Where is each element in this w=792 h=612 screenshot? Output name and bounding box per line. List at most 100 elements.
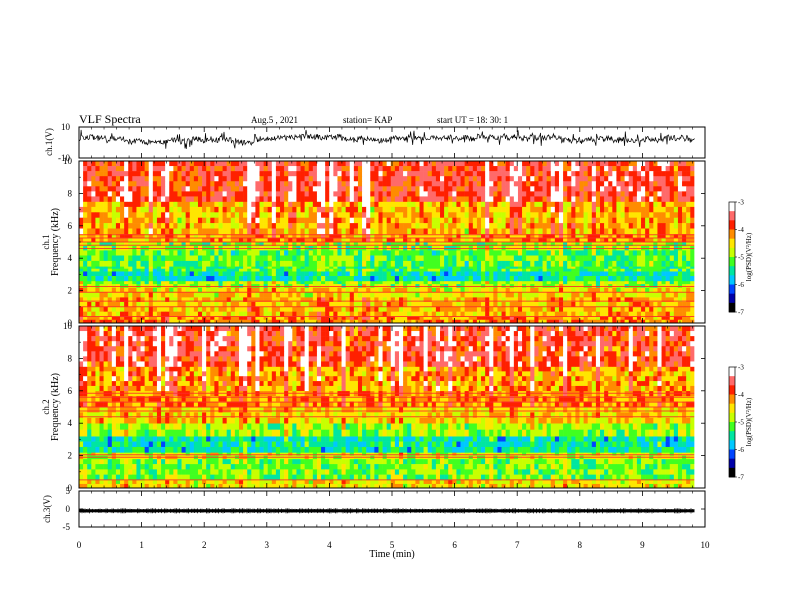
spectrogram-cell [316, 166, 322, 172]
spectrogram-cell [530, 292, 535, 298]
spectrogram-cell [407, 301, 412, 308]
spectrogram-cell [214, 212, 219, 218]
spectrogram-cell [517, 301, 523, 308]
spectrogram-cell [300, 237, 305, 243]
spectrogram-cell [571, 161, 576, 167]
spectrogram-cell [448, 212, 453, 218]
spectrogram-cell [448, 237, 453, 243]
spectrogram-cell [362, 301, 367, 308]
spectrogram-cell [530, 266, 535, 270]
spectrogram-cell [140, 268, 145, 272]
spectrogram-cell [238, 176, 244, 182]
spectrogram-cell [489, 250, 494, 256]
spectrogram-cell [120, 250, 125, 256]
spectrogram-cell [370, 212, 375, 218]
spectrogram-cell [427, 206, 433, 213]
spectrogram-cell [394, 260, 400, 267]
spectrogram-cell [124, 268, 129, 272]
spectrogram-cell [292, 301, 297, 308]
spectrogram-cell [636, 212, 642, 218]
spectrogram-cell [595, 201, 601, 208]
spectrogram-cell [349, 297, 355, 303]
spectrogram-cell [341, 217, 346, 224]
spectrogram-cell [333, 306, 338, 312]
spectrogram-cell [148, 233, 154, 239]
spectrogram-cell [312, 276, 318, 282]
spectrogram-cell [214, 237, 219, 243]
spectrogram-cell [481, 201, 486, 208]
spectrogram-cell [263, 297, 269, 303]
spectrogram-cell [661, 186, 666, 192]
spectrogram-cell [661, 319, 666, 324]
spectrogram-cell [267, 181, 273, 187]
spectrogram-cell [517, 186, 523, 192]
spectrogram-cell [620, 181, 625, 187]
spectrogram-cell [542, 311, 547, 317]
spectrogram-cell [247, 217, 252, 224]
spectrogram-cell [218, 268, 223, 272]
spectrogram-cell [300, 260, 305, 267]
spectrogram-cell [673, 181, 679, 187]
spectrogram-cell [431, 255, 437, 262]
spectrogram-cell [185, 223, 191, 229]
spectrogram-cell [259, 306, 264, 312]
spectrogram-cell [554, 171, 560, 177]
spectrogram-cell [107, 271, 113, 277]
spectrogram-cell [440, 212, 445, 218]
spectrogram-cell [554, 212, 560, 218]
spectrogram-cell [468, 255, 474, 262]
spectrogram-cell [493, 316, 498, 321]
spectrogram-cell [398, 186, 404, 192]
spectrogram-cell [271, 306, 277, 312]
spectrogram-cell [321, 276, 326, 282]
spectrogram-cell [329, 292, 334, 298]
spectrogram-cell [140, 266, 145, 270]
spectrogram-cell [333, 319, 338, 324]
spectrogram-cell [481, 255, 486, 262]
spectrogram-cell [197, 250, 203, 256]
spectrogram-cell [362, 255, 367, 262]
spectrogram-cell [526, 280, 531, 285]
spectrogram-cell [558, 292, 564, 298]
spectrogram-cell [546, 212, 552, 218]
spectrogram-cell [534, 268, 539, 272]
spectrogram-cell [83, 223, 88, 229]
spectrogram-cell [386, 306, 392, 312]
spectrogram-cell [419, 255, 424, 262]
spectrogram-cell [304, 297, 310, 303]
spectrogram-cell [267, 186, 273, 192]
spectrogram-cell [304, 186, 310, 192]
spectrogram-cell [632, 217, 638, 224]
spectrogram-cell [165, 166, 170, 172]
spectrogram-cell [542, 237, 547, 243]
spectrogram-cell [341, 316, 346, 321]
spectrogram-cell [128, 212, 133, 218]
spectrogram-cell [489, 268, 494, 272]
spectrogram-cell [288, 161, 293, 167]
spectrogram-cell [427, 237, 433, 243]
spectrogram-cell [238, 212, 244, 218]
spectrogram-cell [267, 316, 273, 321]
spectrogram-cell [587, 186, 593, 192]
spectrogram-cell [206, 223, 211, 229]
spectrogram-cell [673, 311, 679, 317]
spectrogram-cell [115, 255, 121, 262]
spectrogram-cell [546, 237, 552, 243]
spectrogram-cell [382, 171, 387, 177]
spectrogram-cell [177, 186, 182, 192]
spectrogram-cell [440, 228, 445, 235]
spectrogram-cell [435, 161, 441, 167]
spectrogram-cell [226, 268, 232, 272]
spectrogram-cell [366, 297, 371, 303]
spectrogram-cell [600, 237, 605, 243]
spectrogram-cell [669, 316, 675, 321]
spectrogram-cell [161, 311, 166, 317]
spectrogram-cell [440, 181, 445, 187]
spectrogram-cell [444, 276, 449, 282]
spectrogram-cell [509, 242, 515, 247]
spectrogram-cell [263, 280, 269, 285]
spectrogram-cell [177, 280, 182, 285]
spectrogram-cell [653, 176, 658, 182]
spectrogram-cell [530, 316, 535, 321]
spectrogram-cell [673, 212, 679, 218]
